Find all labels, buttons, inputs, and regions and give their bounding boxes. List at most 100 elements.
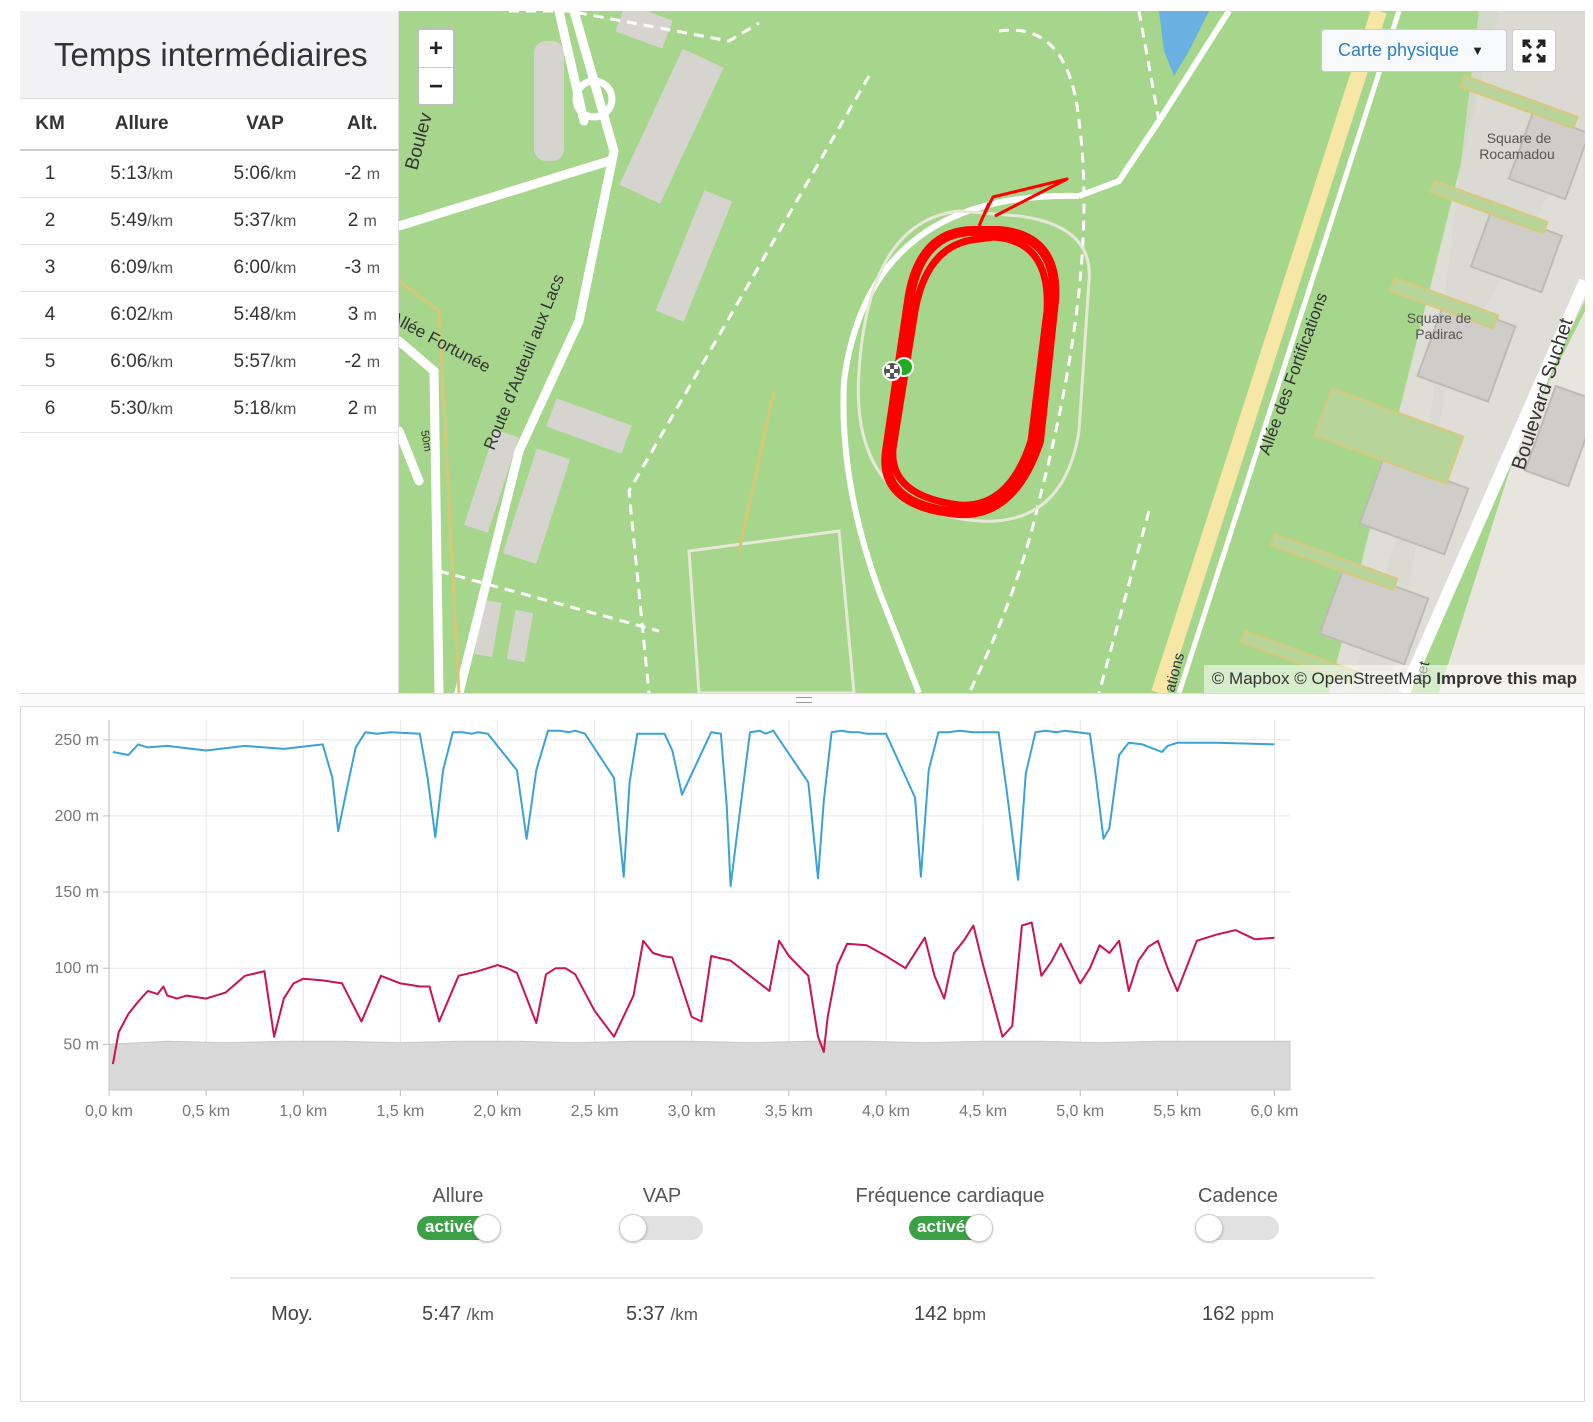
pace-unit: /km	[270, 307, 297, 324]
average-value: 162	[1201, 1303, 1236, 1325]
map-attribution: © Mapbox © OpenStreetMap Improve this ma…	[1203, 665, 1585, 693]
split-allure-value: 6:09	[110, 257, 148, 278]
col-alt: Alt.	[326, 99, 398, 151]
split-alt-value: -3	[344, 257, 362, 278]
col-km: KM	[20, 99, 81, 151]
metric-average: 5:47 /km	[338, 1303, 578, 1326]
splits-header: Temps intermédiaires	[20, 11, 398, 99]
average-value: 142	[913, 1303, 948, 1325]
split-vap-value: 5:18	[233, 398, 271, 419]
split-vap-value: 5:48	[233, 304, 271, 325]
split-allure: 5:13/km	[80, 150, 204, 198]
split-km: 1	[20, 150, 81, 198]
x-tick-label: 0,0 km	[85, 1103, 133, 1120]
metric-toggle: Fréquence cardiaque activé	[830, 1185, 1070, 1245]
finish-flag-pattern	[886, 365, 898, 377]
split-km: 4	[20, 291, 81, 339]
y-tick-label: 150 m	[55, 884, 99, 901]
split-vap-value: 5:37	[233, 210, 271, 231]
split-allure: 5:49/km	[80, 197, 204, 245]
map-tiles[interactable]: Route d'Auteuil aux Lacs Allée Fortunée …	[399, 11, 1585, 693]
route-map[interactable]: Route d'Auteuil aux Lacs Allée Fortunée …	[399, 11, 1585, 693]
average-unit: bpm	[952, 1305, 986, 1324]
split-alt: -3 m	[326, 244, 398, 292]
split-allure-value: 5:30	[110, 398, 148, 419]
split-alt-value: 3	[347, 304, 359, 325]
label-square-rocamadour: Square de	[1487, 130, 1552, 146]
toggle-label: Allure	[432, 1185, 484, 1207]
toggle-on-text: activé	[917, 1217, 966, 1236]
y-tick-label: 200 m	[55, 808, 99, 825]
average-value: 5:37	[626, 1303, 665, 1325]
split-km: 6	[20, 385, 81, 433]
zoom-out-button[interactable]: −	[428, 73, 443, 100]
x-tick-label: 0,5 km	[182, 1103, 230, 1120]
fullscreen-button[interactable]	[1512, 29, 1556, 72]
split-vap: 5:06/km	[203, 150, 327, 198]
x-tick-label: 4,0 km	[862, 1103, 910, 1120]
toggle-label: VAP	[642, 1185, 682, 1207]
average-value: 5:47	[422, 1303, 461, 1325]
split-vap-value: 6:00	[233, 257, 271, 278]
improve-map-link[interactable]: Improve this map	[1436, 669, 1577, 688]
split-alt: 2 m	[326, 197, 398, 245]
attribution-text: © Mapbox © OpenStreetMap	[1211, 669, 1432, 688]
toggle-switch[interactable]	[619, 1214, 703, 1242]
toggle-knob[interactable]	[473, 1214, 501, 1242]
pace-unit: /km	[147, 401, 174, 418]
toggle-knob[interactable]	[1195, 1214, 1223, 1242]
average-unit: ppm	[1240, 1305, 1274, 1324]
splits-row: 1 5:13/km 5:06/km -2 m	[20, 150, 398, 198]
resize-divider[interactable]	[20, 693, 1585, 707]
splits-row: 2 5:49/km 5:37/km 2 m	[20, 197, 398, 245]
x-tick-label: 6,0 km	[1250, 1103, 1298, 1120]
splits-row: 3 6:09/km 6:00/km -3 m	[20, 244, 398, 292]
y-tick-label: 50 m	[63, 1036, 99, 1053]
col-vap: VAP	[203, 99, 327, 151]
pace-line	[112, 729, 1275, 887]
split-km: 5	[20, 338, 81, 386]
metric-toggle: VAP	[542, 1185, 782, 1245]
split-alt: -2 m	[326, 338, 398, 386]
split-allure-value: 6:06	[110, 351, 148, 372]
toggle-knob[interactable]	[965, 1214, 993, 1242]
split-vap-value: 5:06	[233, 163, 271, 184]
metric-toggle: Cadence	[1118, 1185, 1358, 1245]
split-allure-value: 6:02	[110, 304, 148, 325]
splits-row: 4 6:02/km 5:48/km 3 m	[20, 291, 398, 339]
toggle-switch[interactable]: activé	[909, 1214, 993, 1242]
x-tick-label: 3,5 km	[765, 1103, 813, 1120]
toggle-switch[interactable]	[1195, 1214, 1279, 1242]
split-alt-value: -2	[344, 163, 362, 184]
y-tick-label: 250 m	[55, 732, 99, 749]
average-unit: /km	[670, 1305, 698, 1324]
x-tick-label: 2,0 km	[473, 1103, 521, 1120]
caret-down-icon: ▼	[1471, 43, 1484, 58]
zoom-control: + −	[417, 28, 455, 106]
pace-unit: /km	[147, 260, 174, 277]
map-layer-dropdown[interactable]: Carte physique ▼	[1321, 29, 1507, 72]
split-km: 3	[20, 244, 81, 292]
split-vap: 5:37/km	[203, 197, 327, 245]
metrics-divider	[230, 1277, 1375, 1279]
alt-unit: m	[366, 354, 381, 371]
split-vap: 5:48/km	[203, 291, 327, 339]
x-tick-label: 5,5 km	[1153, 1103, 1201, 1120]
x-tick-label: 5,0 km	[1056, 1103, 1104, 1120]
split-alt-value: 2	[347, 398, 359, 419]
split-allure: 5:30/km	[80, 385, 204, 433]
drag-handle-icon[interactable]	[796, 697, 812, 703]
toggle-switch[interactable]: activé	[417, 1214, 501, 1242]
zoom-in-button[interactable]: +	[419, 30, 453, 68]
split-vap: 5:57/km	[203, 338, 327, 386]
toggle-label: Cadence	[1197, 1185, 1279, 1207]
pace-unit: /km	[147, 166, 174, 183]
split-alt-value: 2	[347, 210, 359, 231]
metric-toggle: Allure activé	[338, 1185, 578, 1245]
activity-track	[881, 177, 1069, 519]
split-allure: 6:09/km	[80, 244, 204, 292]
splits-row: 5 6:06/km 5:57/km -2 m	[20, 338, 398, 386]
split-allure-value: 5:13	[110, 163, 148, 184]
splits-panel: Temps intermédiaires KM Allure VAP Alt. …	[20, 11, 399, 696]
toggle-knob[interactable]	[619, 1214, 647, 1242]
